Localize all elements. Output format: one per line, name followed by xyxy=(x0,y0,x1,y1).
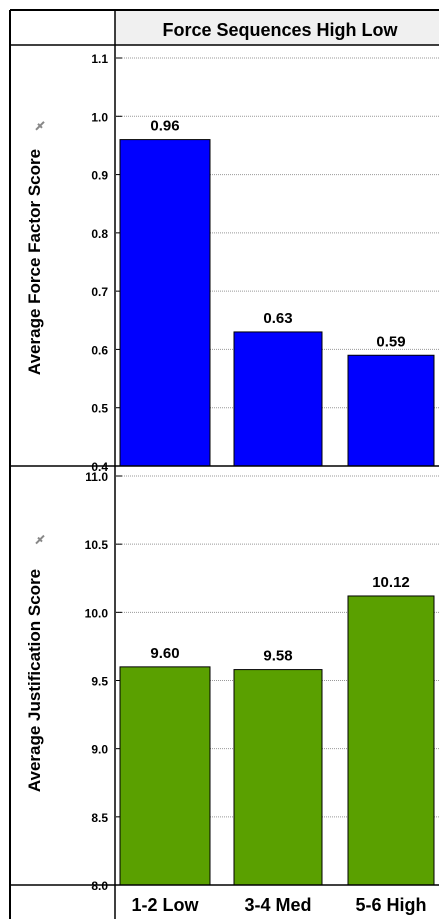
category-axis: 1-2 Low 3-4 Med 5-6 High xyxy=(131,895,426,915)
bar-value-label: 0.63 xyxy=(263,310,292,327)
y-tick-label: 9.0 xyxy=(91,743,108,757)
y-tick-label: 0.8 xyxy=(91,227,108,241)
y-axis-title: Average Justification Score xyxy=(25,569,44,792)
bar-force-2 xyxy=(233,331,323,467)
bar-value-label: 9.58 xyxy=(263,648,292,665)
bar-force-1 xyxy=(119,139,211,467)
y-tick-label: 1.0 xyxy=(91,110,108,124)
bar-value-label: 10.12 xyxy=(372,574,410,591)
frame-lines xyxy=(9,9,439,919)
y-tick-label: 8.0 xyxy=(91,879,108,893)
y-tick-label: 10.0 xyxy=(85,606,109,620)
y-tick-label: 0.5 xyxy=(91,402,108,416)
x-category-label: 1-2 Low xyxy=(131,895,199,915)
y-tick-label: 11.0 xyxy=(85,470,108,484)
bar-justification-2 xyxy=(233,669,323,886)
bar-value-label: 0.59 xyxy=(376,333,405,350)
bar-justification-3 xyxy=(347,595,435,886)
y-tick-label: 1.1 xyxy=(91,52,108,66)
y-tick-label: 8.5 xyxy=(91,811,108,825)
pin-icon xyxy=(35,121,45,131)
header-bg xyxy=(115,10,439,45)
bar-force-3 xyxy=(347,354,435,467)
panels: Average Force Factor Score 0.4 0.5 0.6 0.7 0.… xyxy=(25,52,439,893)
x-category-label: 5-6 High xyxy=(355,895,426,915)
y-tick-label: 9.5 xyxy=(91,675,108,689)
y-axis-title: Average Force Factor Score xyxy=(25,149,44,375)
bar-value-label: 0.96 xyxy=(150,118,179,135)
header-corner xyxy=(10,10,115,45)
y-tick-label: 10.5 xyxy=(85,538,109,552)
pin-icon xyxy=(35,534,45,545)
bar-value-label: 9.60 xyxy=(150,645,179,662)
bar-justification-1 xyxy=(119,666,211,886)
y-tick-label: 0.7 xyxy=(91,285,108,299)
y-tick-label: 0.6 xyxy=(91,343,108,357)
y-tick-label: 0.4 xyxy=(91,460,108,474)
chart-title: Force Sequences High Low xyxy=(162,20,398,40)
footer-bg xyxy=(115,885,439,919)
x-category-label: 3-4 Med xyxy=(244,895,311,915)
y-tick-label: 0.9 xyxy=(91,169,108,183)
